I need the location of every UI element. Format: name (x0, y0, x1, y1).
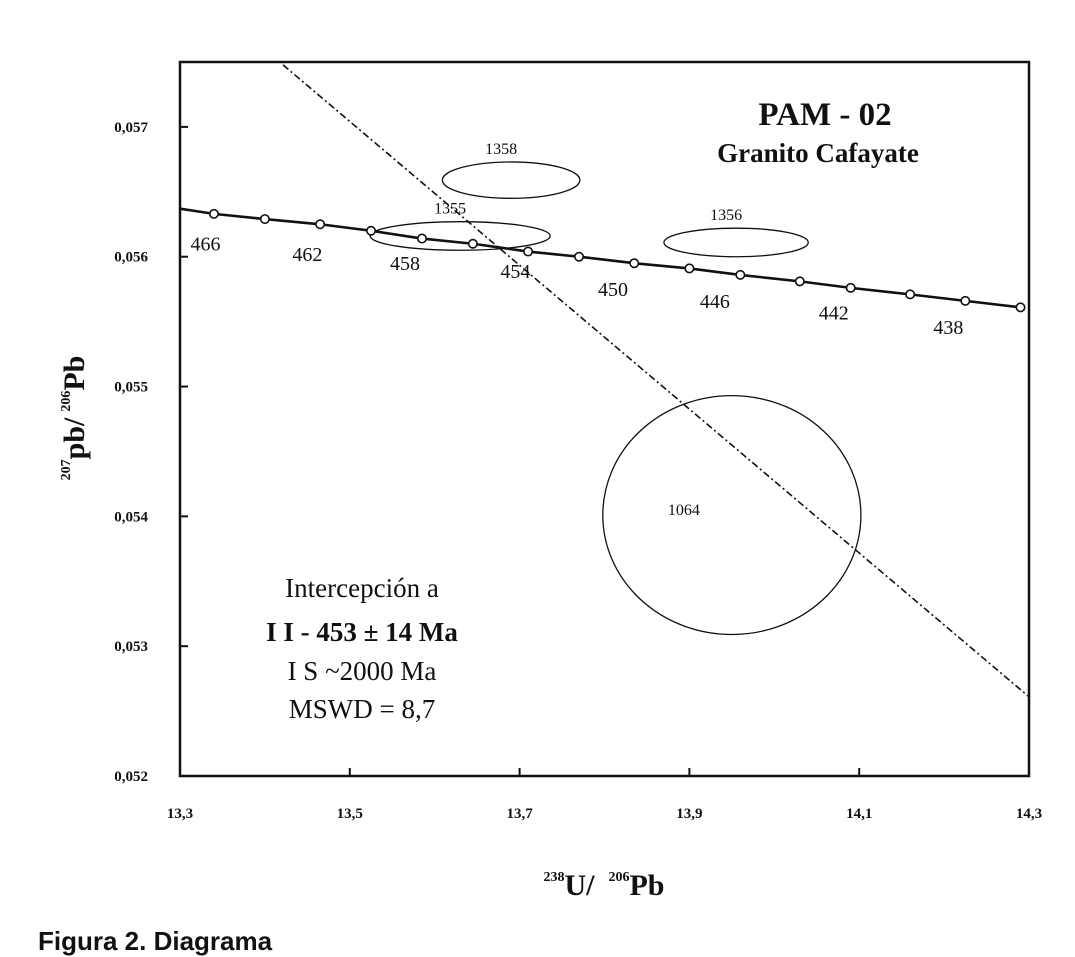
concordia-marker (960, 295, 971, 306)
chart-title: PAM - 02 (758, 97, 891, 133)
concordia-marker (467, 238, 478, 249)
age-label-462: 462 (292, 244, 322, 266)
result-line-2: I I - 453 ± 14 Ma (266, 617, 458, 647)
age-label-446: 446 (700, 291, 730, 313)
error-ellipse-1356 (663, 227, 809, 258)
age-label-442: 442 (819, 303, 849, 325)
concordia-marker (845, 282, 856, 293)
x-tick-label: 13,7 (506, 806, 533, 822)
discordia-line (278, 62, 1029, 698)
age-label-454: 454 (500, 261, 530, 283)
x-tick-label: 13,5 (337, 806, 363, 822)
age-label-466: 466 (190, 234, 220, 256)
ellipse-label-1356: 1356 (710, 207, 742, 224)
error-ellipse-1355 (369, 221, 551, 251)
x-tick-label: 14,1 (846, 806, 872, 822)
y-axis-label: 207pb/206Pb (58, 356, 91, 481)
error-ellipse-1064 (602, 394, 862, 636)
concordia-marker (416, 233, 427, 244)
y-tick-label: 0,053 (114, 639, 148, 655)
y-tick-label: 0,054 (114, 509, 148, 525)
age-label-458: 458 (390, 253, 420, 275)
ellipse-label-1358: 1358 (485, 141, 517, 158)
x-tick-label: 14,3 (1016, 806, 1042, 822)
error-ellipses (369, 161, 862, 636)
result-line-4: MSWD = 8,7 (289, 694, 435, 724)
result-line-3: I S ~2000 Ma (288, 656, 437, 686)
result-line-1: Intercepción a (285, 573, 439, 603)
concordia-marker (315, 219, 326, 230)
concordia-marker (629, 258, 640, 269)
error-ellipse-1358 (441, 161, 581, 199)
ellipse-label-1064: 1064 (668, 502, 700, 519)
y-tick-label: 0,055 (114, 380, 148, 396)
concordia-marker (684, 263, 695, 274)
concordia-marker (574, 251, 585, 262)
concordia-chart: 13,3 13,5 13,7 13,9 14,1 14,3 0,052 0,053 0,054… (58, 60, 1042, 902)
concordia-marker (366, 225, 377, 236)
y-tick-label: 0,057 (114, 120, 148, 136)
age-label-438: 438 (933, 317, 963, 339)
ellipse-labels: 1358 1355 1356 1064 (434, 141, 742, 519)
concordia-marker (259, 214, 270, 225)
concordia-age-labels: 466 462 458 454 450 446 442 438 (190, 234, 963, 339)
concordia-marker (735, 269, 746, 280)
concordia-marker (1015, 302, 1026, 313)
y-axis: 0,052 0,053 0,054 0,055 0,056 0,057 (114, 120, 188, 785)
plot-frame (178, 60, 1031, 778)
x-tick-label: 13,9 (676, 806, 702, 822)
y-tick-label: 0,056 (114, 250, 148, 266)
x-tick-label: 13,3 (167, 806, 193, 822)
concordia-marker (523, 246, 534, 257)
figure-caption: Figura 2. Diagrama (38, 926, 273, 956)
x-axis-label: 238U/206Pb (543, 869, 664, 902)
concordia-marker (794, 276, 805, 287)
concordia-marker (905, 289, 916, 300)
age-label-450: 450 (598, 279, 628, 301)
x-axis: 13,3 13,5 13,7 13,9 14,1 14,3 (167, 768, 1042, 822)
ellipse-label-1355: 1355 (434, 201, 466, 218)
chart-subtitle: Granito Cafayate (717, 138, 919, 168)
concordia-marker (208, 208, 219, 219)
y-tick-label: 0,052 (114, 769, 148, 785)
concordia-age-markers (208, 208, 1026, 313)
